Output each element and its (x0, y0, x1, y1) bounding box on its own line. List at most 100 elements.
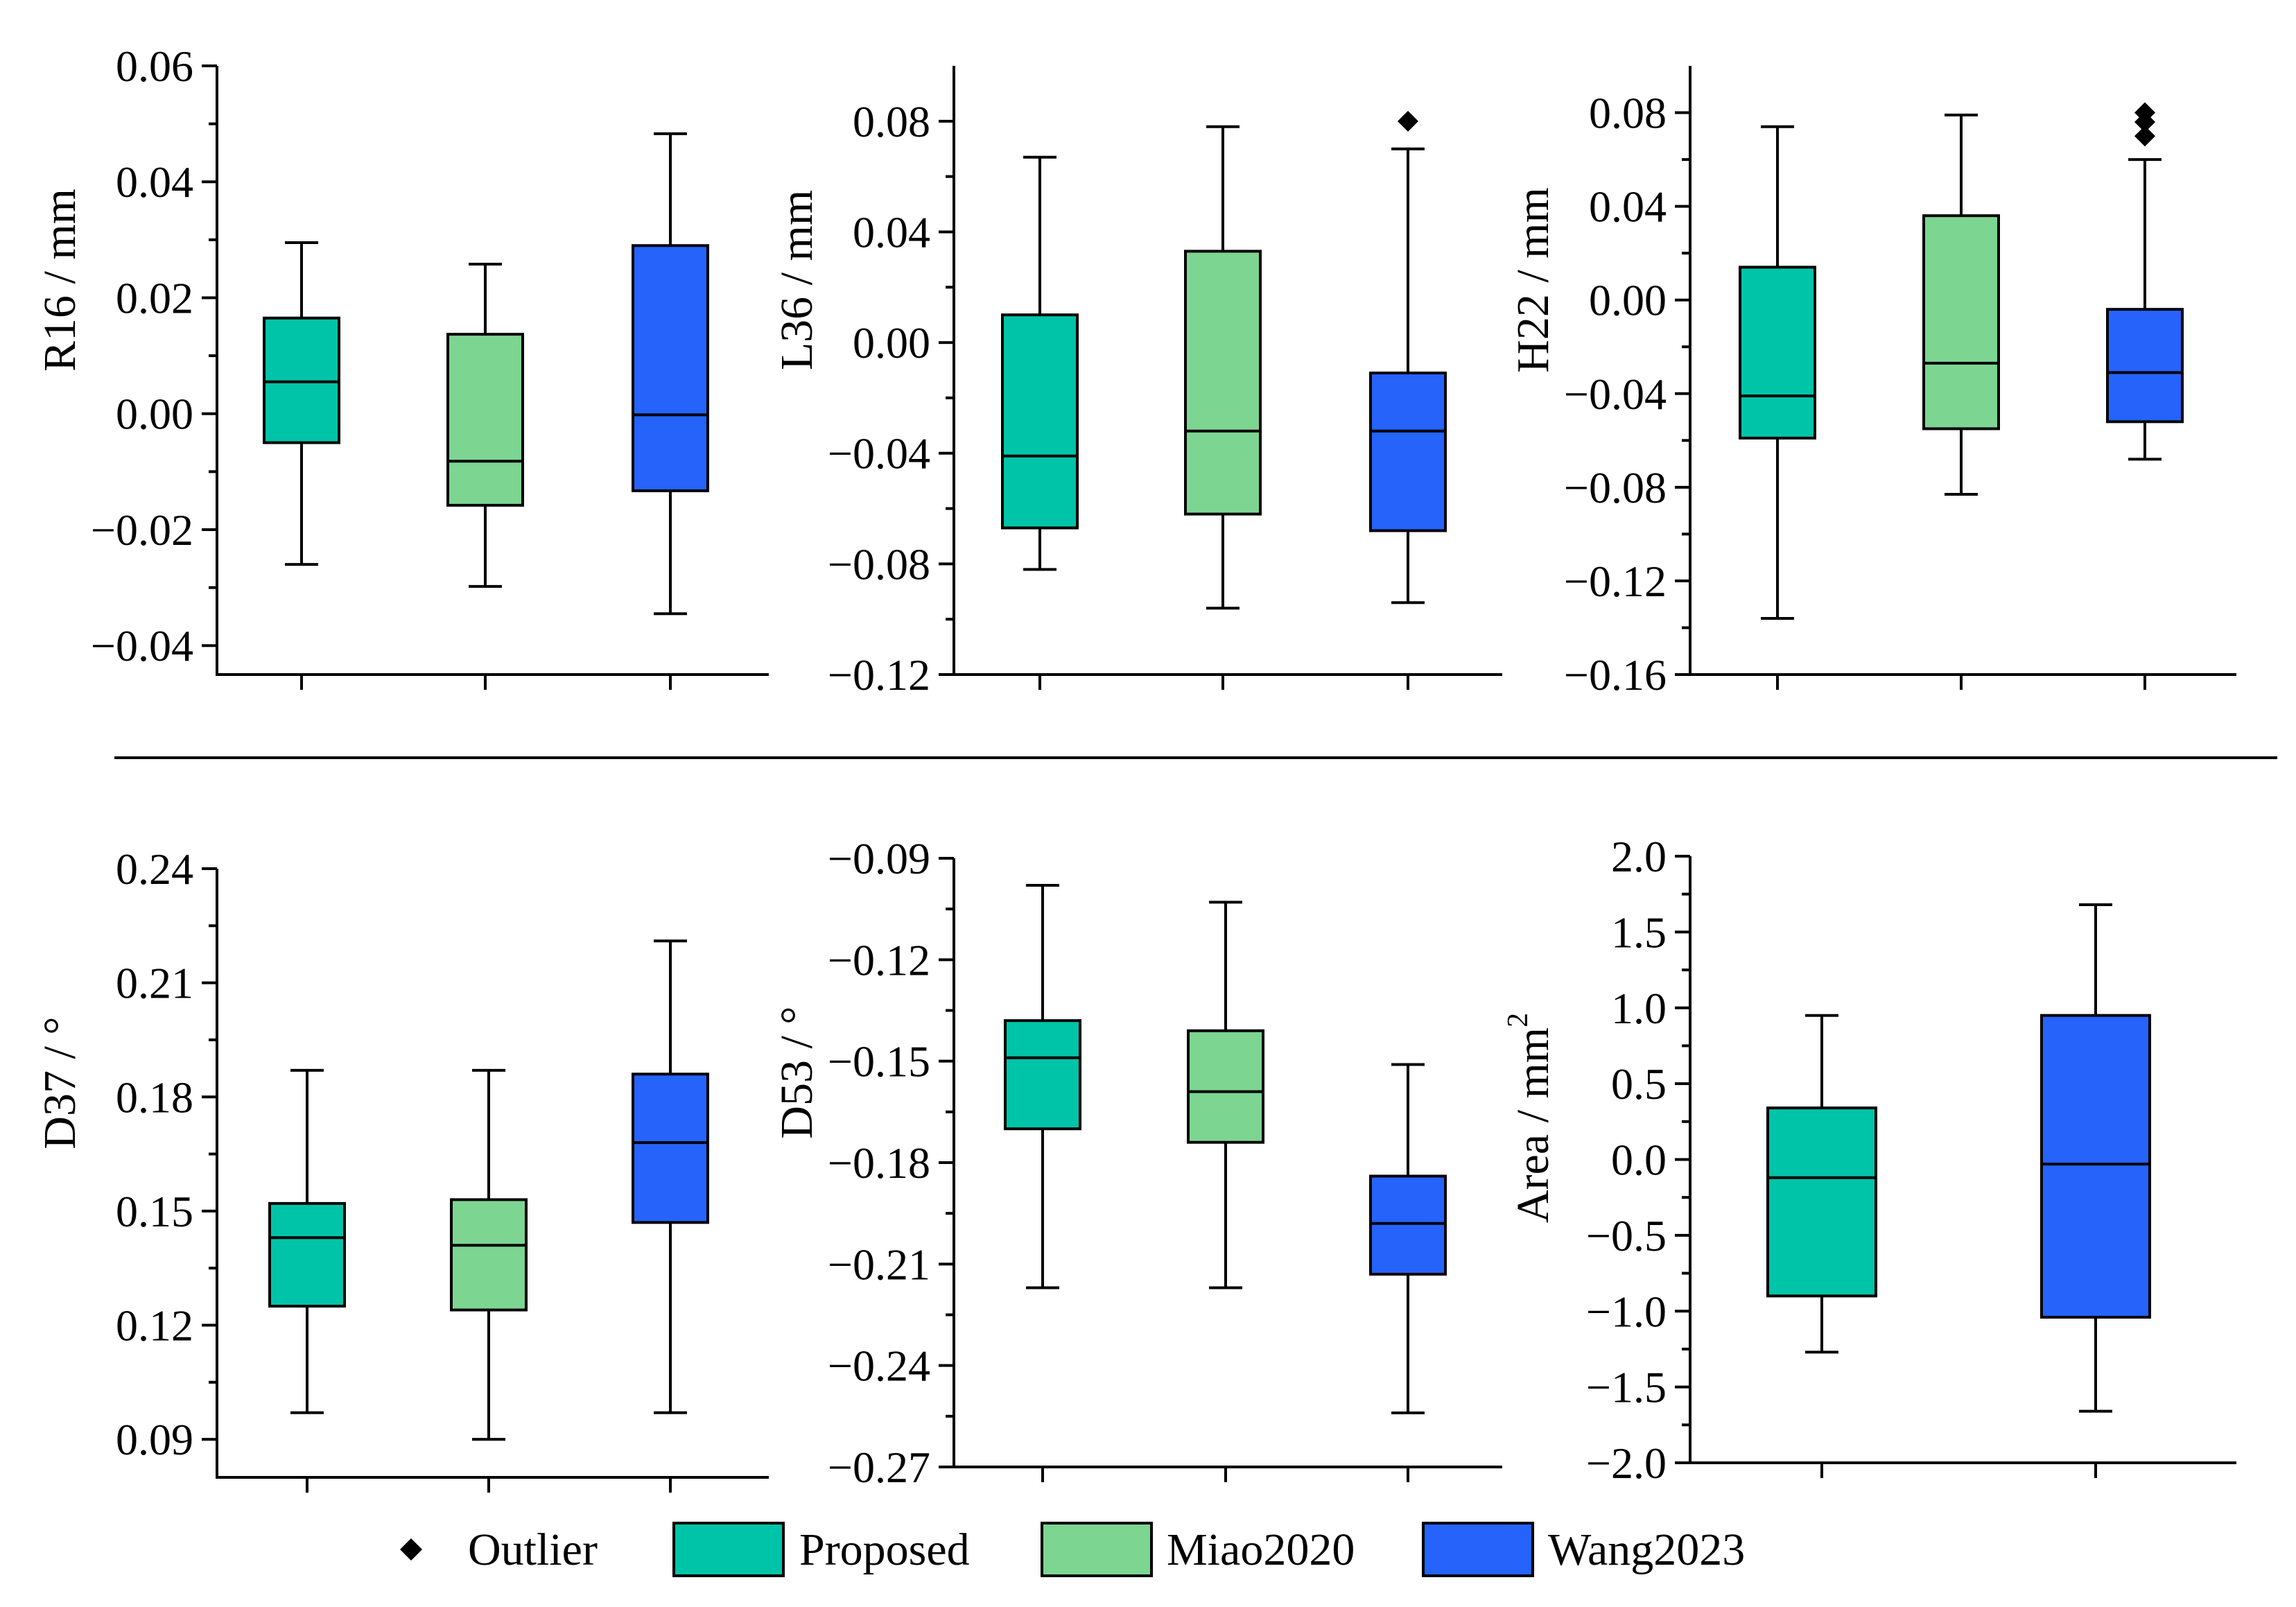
y-tick-label: 0.02 (116, 273, 193, 322)
y-tick-label: 1.0 (1611, 984, 1667, 1033)
y-tick-label: 0.21 (116, 959, 193, 1008)
y-tick-label: 0.24 (116, 844, 193, 894)
box-proposed (1004, 884, 1081, 1482)
box-miao2020 (1922, 113, 2000, 690)
y-tick-label: 0.0 (1611, 1136, 1667, 1185)
y-tick-label: −0.08 (1564, 463, 1667, 512)
y-axis-label: R16 / mm (35, 189, 85, 372)
legend: Outlier Proposed Miao2020 Wang2023 (400, 1522, 1745, 1577)
y-axis-label: Area / mm2 (1502, 1013, 1558, 1223)
box-proposed (263, 241, 340, 690)
y-tick-label: −0.04 (1564, 370, 1667, 419)
y-axis-label: H22 / mm (1508, 187, 1558, 373)
y-tick-label: −0.15 (828, 1037, 930, 1086)
iqr-box (450, 1198, 528, 1312)
y-tick-label: 0.00 (853, 318, 930, 367)
y-tick-label: 0.08 (853, 97, 930, 146)
y-tick-label: −2.0 (1586, 1439, 1667, 1488)
outlier-marker (2134, 125, 2155, 147)
y-tick-label: −0.12 (828, 650, 930, 700)
y-tick-label: 0.06 (116, 42, 193, 91)
legend-label: Proposed (799, 1525, 970, 1575)
iqr-box (632, 244, 709, 492)
legend-item-wang2023: Wang2023 (1422, 1522, 1745, 1577)
y-tick-label: −0.16 (1564, 650, 1667, 700)
box-wang2023 (2106, 102, 2184, 690)
iqr-box (2106, 308, 2184, 424)
box-miao2020 (1184, 125, 1262, 690)
y-axis-label: L36 / mm (772, 190, 822, 370)
panel-d37: 0.24 0.21 0.18 0.15 0.12 0.09 D37 / ° (35, 844, 769, 1493)
iqr-box (1369, 1174, 1447, 1276)
legend-item-outlier: Outlier (400, 1525, 598, 1575)
y-tick-label: 2.0 (1611, 832, 1667, 881)
box-miao2020 (446, 262, 524, 690)
y-tick-label: −0.27 (828, 1443, 930, 1492)
y-tick-label: −0.18 (828, 1138, 930, 1188)
box-wang2023 (1369, 1063, 1447, 1482)
y-tick-label: −0.09 (828, 834, 930, 883)
y-tick-label: −0.02 (91, 505, 193, 555)
iqr-box (263, 316, 340, 444)
y-tick-label: 0.00 (1589, 276, 1667, 325)
y-tick-label: 0.18 (116, 1072, 193, 1122)
box-proposed (1001, 155, 1079, 690)
y-tick-label: 0.00 (116, 390, 193, 439)
legend-item-proposed: Proposed (672, 1522, 970, 1577)
iqr-box (1739, 266, 1816, 440)
y-tick-label: −0.5 (1586, 1211, 1667, 1260)
y-tick-label: −0.12 (828, 935, 930, 984)
y-tick-label: 0.04 (116, 157, 193, 207)
iqr-box (446, 333, 524, 507)
panel-d53: −0.09 −0.12 −0.15 −0.18 −0.21 −0.24 −0.27 D53 /… (772, 834, 1502, 1492)
iqr-box (2040, 1014, 2151, 1319)
box-wang2023 (632, 939, 709, 1493)
y-tick-label: −1.0 (1586, 1287, 1667, 1336)
box-miao2020 (450, 1068, 528, 1493)
outlier-marker (1398, 110, 1418, 132)
legend-label: Wang2023 (1548, 1525, 1745, 1575)
iqr-box (1184, 250, 1262, 516)
iqr-box (1187, 1029, 1264, 1144)
y-tick-label: 0.04 (1589, 182, 1667, 232)
box-proposed (1739, 125, 1816, 690)
y-tick-label: 0.12 (116, 1301, 193, 1350)
y-tick-label: 0.09 (116, 1415, 193, 1464)
panel-h22: 0.08 0.04 0.00 −0.04 −0.08 −0.12 −0.16 H22 / mm (1508, 66, 2236, 700)
iqr-box (632, 1072, 709, 1224)
iqr-box (1004, 1019, 1081, 1131)
y-tick-label: 0.5 (1611, 1059, 1667, 1109)
legend-outlier-marker (400, 1538, 422, 1561)
y-tick-label: −0.08 (828, 539, 930, 589)
legend-label: Outlier (468, 1525, 598, 1575)
iqr-box (268, 1201, 346, 1308)
outlier-marker (2134, 112, 2155, 133)
box-proposed (1766, 1014, 1877, 1478)
legend-label: Miao2020 (1167, 1525, 1355, 1575)
box-miao2020 (1187, 901, 1264, 1482)
y-tick-label: −0.21 (828, 1240, 930, 1289)
y-tick-label: −0.12 (1564, 557, 1667, 606)
iqr-box (1766, 1106, 1877, 1298)
y-tick-label: 0.15 (116, 1187, 193, 1236)
box-proposed (268, 1068, 346, 1493)
iqr-box (1369, 371, 1447, 532)
y-tick-label: 0.04 (853, 207, 930, 257)
y-tick-label: −0.24 (828, 1341, 930, 1391)
y-axis-label: D53 / ° (772, 1006, 822, 1138)
box-wang2023 (632, 132, 709, 690)
y-axis-label: D37 / ° (35, 1016, 85, 1149)
y-tick-label: −0.04 (91, 621, 193, 670)
iqr-box (1922, 214, 2000, 431)
legend-swatch (1422, 1522, 1534, 1577)
y-tick-label: −0.04 (828, 429, 930, 478)
legend-swatch (672, 1522, 785, 1577)
legend-item-miao2020: Miao2020 (1041, 1522, 1355, 1577)
y-tick-label: −1.5 (1586, 1363, 1667, 1412)
y-tick-label: 0.08 (1589, 89, 1667, 138)
iqr-box (1001, 313, 1079, 530)
panel-area: 2.0 1.5 1.0 0.5 0.0 −0.5 −1.0 −1.5 −2.0 Area / mm… (1502, 832, 2236, 1488)
box-wang2023 (1369, 110, 1447, 690)
y-tick-label: 1.5 (1611, 907, 1667, 957)
